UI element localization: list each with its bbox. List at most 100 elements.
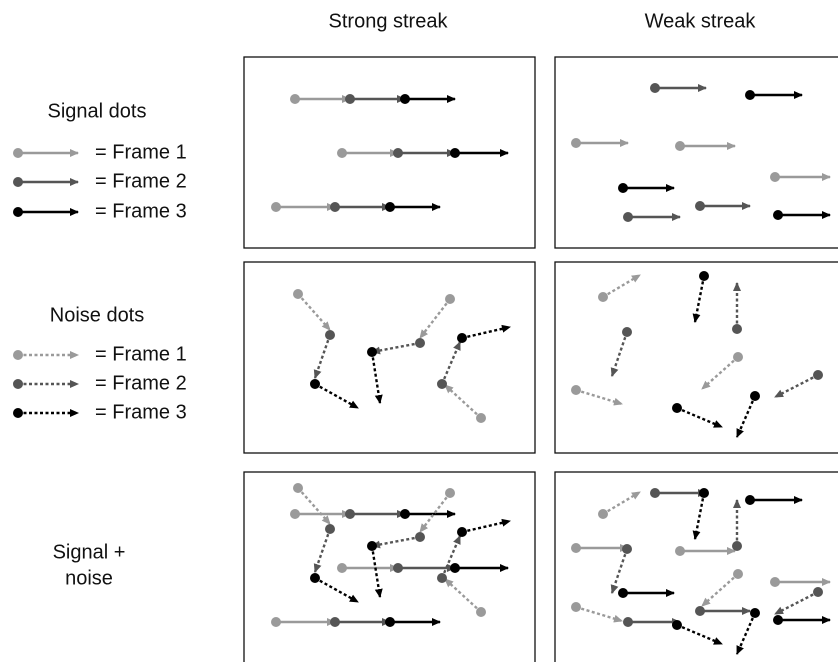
dot [385,202,395,212]
arrow [575,605,623,623]
dot [293,289,303,299]
row-label: Noise dots [50,304,145,326]
panel [243,261,536,454]
dot [450,563,460,573]
dot [325,330,335,340]
dot [337,148,347,158]
dot [732,324,742,334]
dot [732,541,742,551]
dot [476,607,486,617]
dot [345,509,355,519]
dot [393,563,403,573]
dot [622,327,632,337]
dot [325,524,335,534]
legend-label: = Frame 3 [95,401,187,423]
dot [750,608,760,618]
arrow [370,545,383,598]
arrow [774,590,819,616]
dot [13,379,23,389]
dot [745,495,755,505]
dot [813,587,823,597]
dot [310,379,320,389]
dot [598,292,608,302]
dot [445,294,455,304]
dot [750,391,760,401]
dot [415,338,425,348]
dot [457,333,467,343]
arrow [610,331,629,377]
dot [571,385,581,395]
dot [650,488,660,498]
dot [393,148,403,158]
dot [450,148,460,158]
arrow [419,492,451,533]
arrow [602,273,641,299]
arrow [440,535,462,579]
dot [415,532,425,542]
dot [13,350,23,360]
dot [675,141,685,151]
dot [457,527,467,537]
dot [310,573,320,583]
arrow [370,351,383,404]
dot [385,617,395,627]
row-label: Signal + [53,541,126,563]
arrow [297,487,331,525]
arrow [692,275,706,323]
arrow [419,298,451,339]
dot [13,408,23,418]
arrow [444,384,482,419]
legend-label: = Frame 1 [95,343,187,365]
dot [622,544,632,554]
dot [571,543,581,553]
dot [770,172,780,182]
row-label: Signal dots [48,100,147,122]
arrow [701,356,739,390]
arrow [371,341,421,355]
arrow [575,388,623,406]
arrow [676,623,723,646]
arrows [13,83,831,655]
legend-label: = Frame 2 [95,372,187,394]
dot [672,403,682,413]
arrow [692,492,706,540]
arrow [735,395,757,438]
dot [623,617,633,627]
dot [330,202,340,212]
dot [695,606,705,616]
dot [650,83,660,93]
dot [745,90,755,100]
dot [813,370,823,380]
dot [699,488,709,498]
dot [623,212,633,222]
column-header: Weak streak [645,10,757,32]
dot [271,617,281,627]
dot [476,413,486,423]
dot [337,563,347,573]
dot [733,352,743,362]
arrow [676,406,723,429]
dot [367,541,377,551]
dot [672,620,682,630]
dot [675,546,685,556]
panel [554,471,838,662]
dot [271,202,281,212]
dot [571,138,581,148]
panel [554,56,838,249]
arrow [610,548,629,594]
dot [330,617,340,627]
dot [773,615,783,625]
arrow [313,528,332,573]
panel [243,56,536,249]
panel [554,261,838,454]
arrow [701,573,739,607]
dot [770,577,780,587]
dot [618,588,628,598]
legend-label: = Frame 1 [95,141,187,163]
dot [290,509,300,519]
dot [437,379,447,389]
dot [290,94,300,104]
dot [733,569,743,579]
dot [400,94,410,104]
